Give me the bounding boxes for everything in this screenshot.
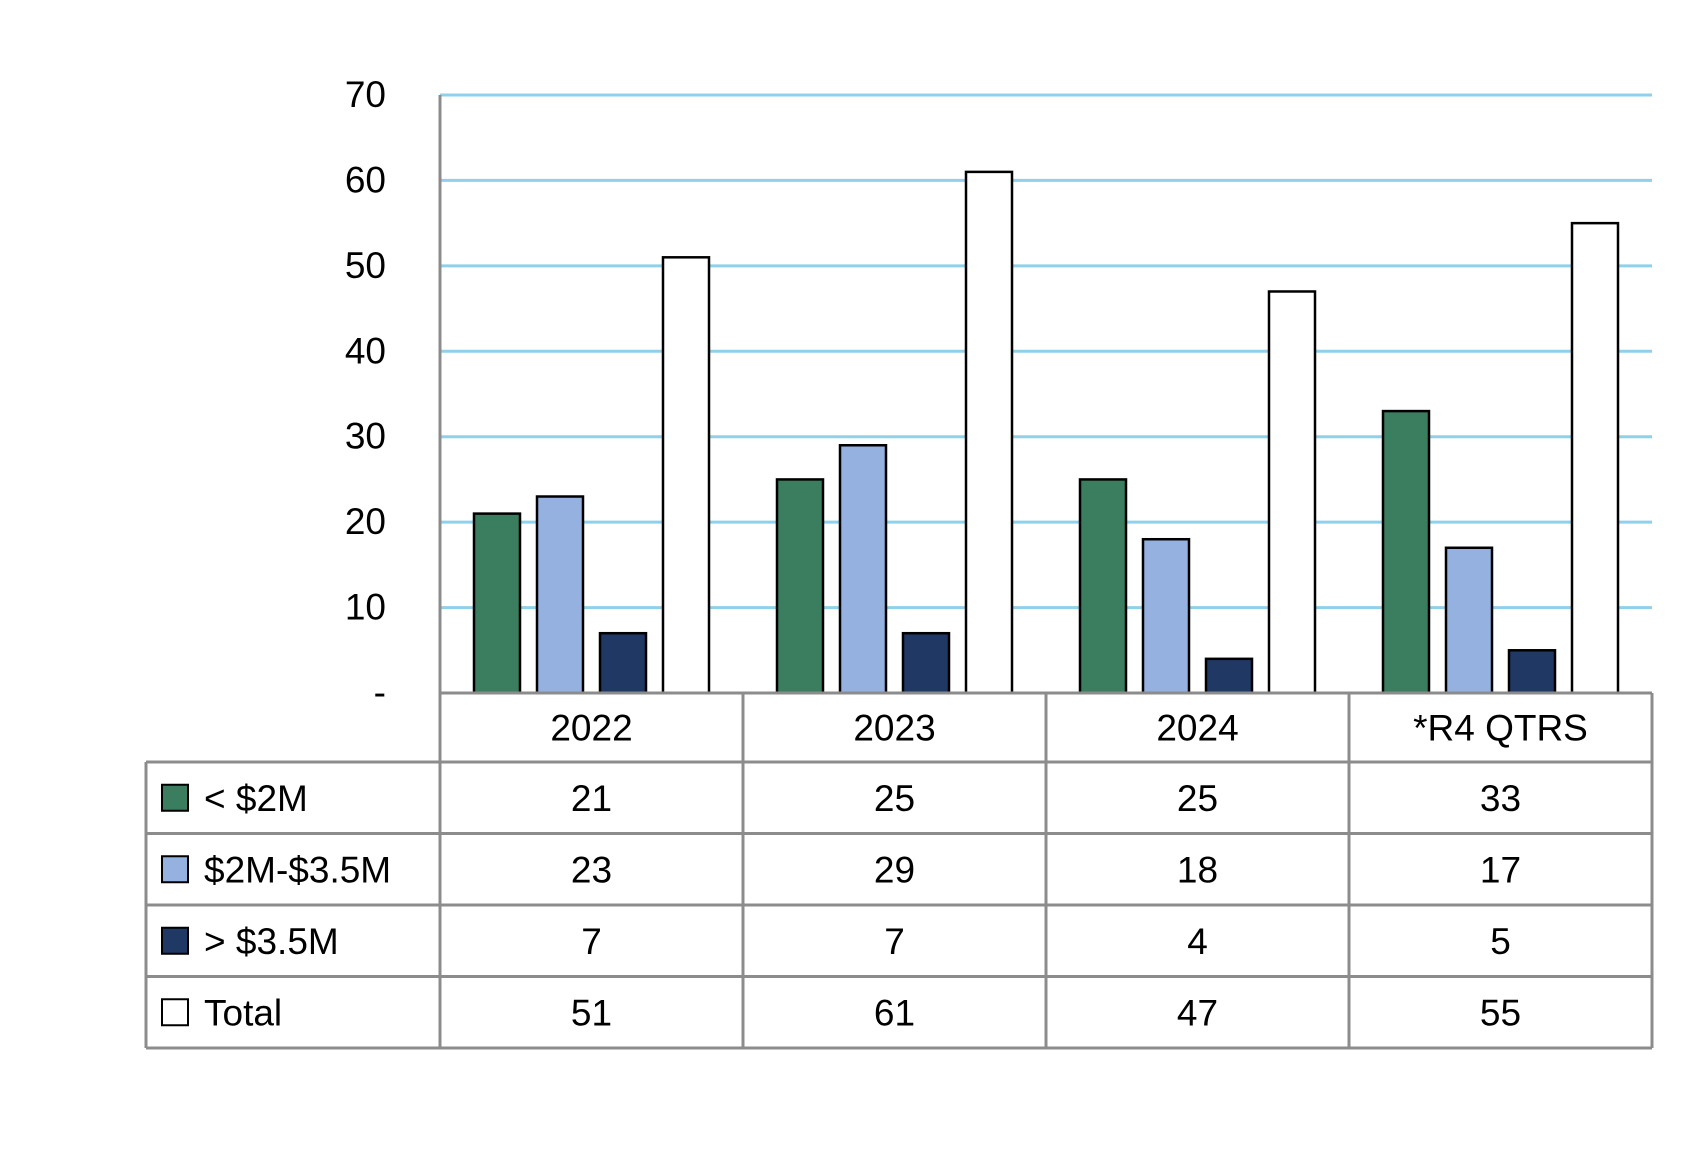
- data-label: 25: [1177, 778, 1218, 819]
- data-label: 33: [1480, 778, 1521, 819]
- legend-key: [161, 855, 189, 884]
- bar: [838, 444, 888, 695]
- data-label: 5: [1490, 921, 1511, 962]
- x-tick-label: 2024: [1156, 708, 1238, 749]
- data-label: 4: [1187, 921, 1208, 962]
- bar: [1204, 657, 1254, 695]
- data-label: 51: [571, 992, 612, 1033]
- data-label: 21: [571, 778, 612, 819]
- bar: [1570, 221, 1620, 695]
- y-tick-label: 30: [345, 416, 386, 457]
- data-label: 61: [874, 992, 915, 1033]
- bar: [901, 631, 951, 695]
- x-tick-label: 2022: [550, 708, 632, 749]
- bar: [964, 170, 1014, 695]
- legend-label: > $3.5M: [204, 921, 339, 962]
- bar: [775, 478, 825, 695]
- bar: [1381, 409, 1431, 695]
- bar: [472, 512, 522, 695]
- data-label: 7: [884, 921, 905, 962]
- bar: [1141, 537, 1191, 695]
- y-tick-label: 50: [345, 245, 386, 286]
- y-tick-label: 40: [345, 330, 386, 371]
- data-label: 47: [1177, 992, 1218, 1033]
- y-tick-label: 10: [345, 587, 386, 628]
- data-label: 23: [571, 849, 612, 890]
- data-label: 7: [581, 921, 602, 962]
- legend-key: [161, 926, 189, 955]
- legend-label: < $2M: [204, 778, 308, 819]
- x-tick-label: *R4 QTRS: [1413, 708, 1588, 749]
- bar: [598, 631, 648, 695]
- y-tick-label: 70: [345, 74, 386, 115]
- bar: [1507, 649, 1557, 695]
- bar: [1267, 290, 1317, 695]
- data-label: 17: [1480, 849, 1521, 890]
- x-tick-label: 2023: [853, 708, 935, 749]
- bar: [535, 495, 585, 695]
- data-label: 18: [1177, 849, 1218, 890]
- legend-key: [161, 783, 189, 812]
- y-tick-label: -: [374, 672, 386, 713]
- legend-label: $2M-$3.5M: [204, 849, 391, 890]
- bar: [1444, 546, 1494, 695]
- data-label: 29: [874, 849, 915, 890]
- bar: [661, 256, 711, 695]
- y-tick-label: 60: [345, 159, 386, 200]
- y-tick-label: 20: [345, 501, 386, 542]
- legend-label: Total: [204, 992, 282, 1033]
- bar: [1078, 478, 1128, 695]
- data-label: 25: [874, 778, 915, 819]
- legend-key: [161, 998, 189, 1027]
- data-label: 55: [1480, 992, 1521, 1033]
